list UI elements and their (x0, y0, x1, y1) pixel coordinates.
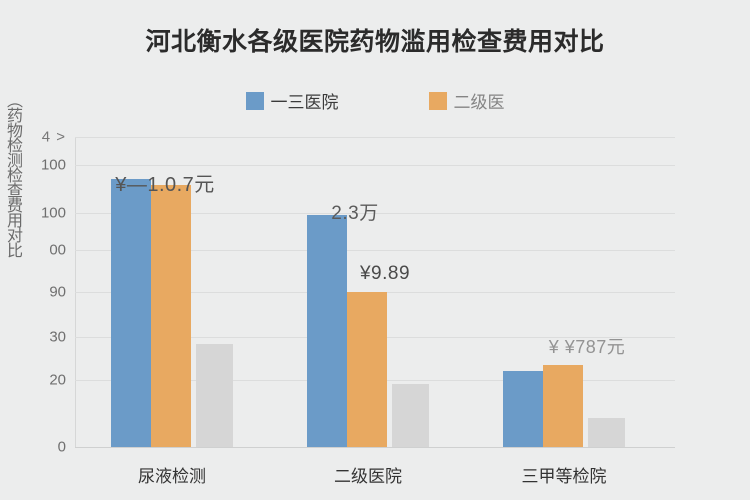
bar-series-a-group-2[interactable] (307, 215, 347, 447)
legend-item-series-b[interactable]: 二级医 (428, 88, 505, 113)
legend-swatch-icon-series-a (245, 91, 264, 110)
x-axis-baseline (75, 447, 675, 448)
bar-series-b-group-3[interactable] (543, 365, 583, 447)
y-tick-label-0: 4 > (41, 128, 66, 146)
data-label-group-2-mid: ¥9.89 (359, 263, 411, 284)
data-label-group-1: ¥—1.0.7元 (115, 174, 215, 196)
gridline (75, 165, 675, 166)
x-axis-label-category-2: 二级医院 (334, 467, 402, 486)
x-axis-label-category-1: 尿液检测 (138, 467, 206, 486)
y-tick-label-6: 20 (49, 371, 66, 389)
y-tick-label-4: 90 (49, 283, 66, 301)
legend-label-series-a: 一三医院 (270, 93, 339, 112)
y-tick-label-8: 0 (57, 438, 66, 456)
chart-legend: 一三医院 二级医 (0, 88, 750, 113)
legend-item-series-a[interactable]: 一三医院 (245, 88, 339, 113)
bar-series-a-group-1[interactable] (111, 179, 151, 447)
y-axis-title: （药物检测检查费用对比 (4, 92, 21, 257)
y-tick-label-2: 100 (40, 204, 66, 222)
data-label-group-3: ¥ ¥787元 (548, 337, 626, 357)
plot-area (75, 137, 675, 448)
bar-series-c-group-1[interactable] (196, 344, 233, 447)
legend-swatch-icon-series-b (428, 91, 447, 110)
gridline (75, 250, 675, 251)
bar-series-b-group-2[interactable] (347, 292, 387, 447)
bar-series-b-group-1[interactable] (151, 185, 191, 447)
chart-title: 河北衡水各级医院药物滥用检查费用对比 (145, 28, 605, 56)
bar-series-c-group-3[interactable] (588, 418, 625, 447)
bar-series-a-group-3[interactable] (503, 371, 543, 447)
x-axis-label-category-3: 三甲等检院 (521, 467, 607, 486)
data-label-group-2-top: 2.3万 (331, 203, 379, 224)
gridline (75, 137, 675, 138)
legend-label-series-b: 二级医 (453, 93, 505, 112)
bar-series-c-group-2[interactable] (392, 384, 429, 447)
y-tick-label-1: 100 (40, 156, 66, 174)
gridline (75, 213, 675, 214)
y-tick-label-3: 00 (49, 241, 66, 259)
y-tick-label-5: 30 (49, 328, 66, 346)
